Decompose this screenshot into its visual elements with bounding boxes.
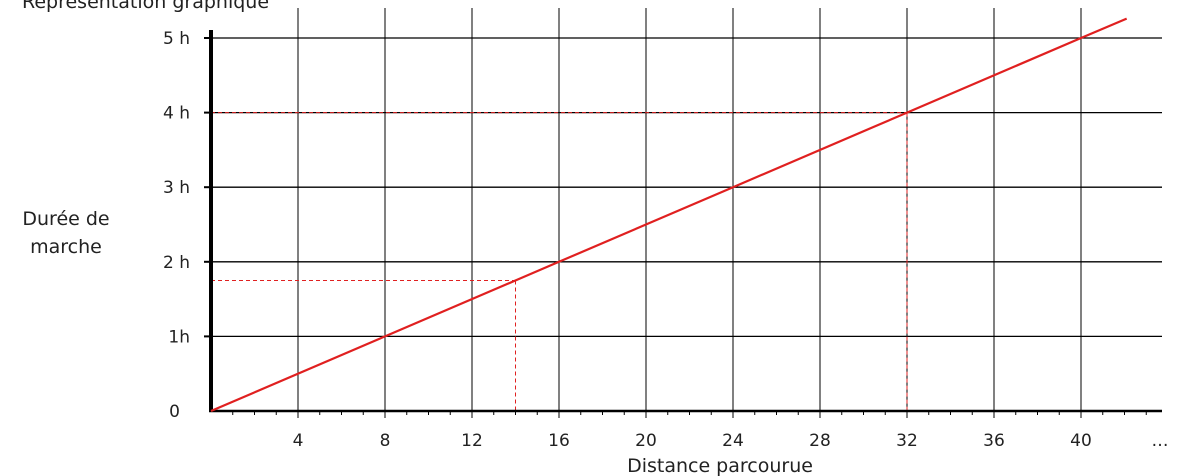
- y-axis-label-line-1: Durée de: [22, 208, 109, 230]
- x-tick-label: 32: [896, 431, 918, 451]
- y-tick-label: 1h: [168, 327, 190, 347]
- guide-lines: [211, 112, 908, 411]
- y-axis-label-line-2: marche: [30, 236, 102, 258]
- y-tick-label: 3 h: [163, 178, 190, 198]
- tick-labels: 0 1h 2 h 3 h 4 h 5 h 4 8 12 16 20 24 28 32 36 40: [163, 29, 1092, 451]
- x-tick-label: 20: [635, 431, 657, 451]
- x-tick-label: 40: [1070, 431, 1092, 451]
- x-tick-label: 16: [548, 431, 570, 451]
- grid: [211, 8, 1162, 418]
- y-tick-label: 2 h: [163, 253, 190, 273]
- series: [210, 17, 1128, 413]
- x-tick-label: 4: [293, 431, 304, 451]
- x-axis-ellipsis: …: [1152, 431, 1169, 451]
- y-tick-label: 5 h: [163, 29, 190, 49]
- x-tick-label: 28: [809, 431, 831, 451]
- y-tick-label: 4 h: [163, 104, 190, 124]
- axes: [204, 30, 1162, 415]
- x-tick-label: 36: [983, 431, 1005, 451]
- series-line-0: [210, 17, 1128, 413]
- x-tick-label: 24: [722, 431, 744, 451]
- chart-title-fragment: Représentation graphique: [22, 0, 269, 13]
- x-axis-label: Distance parcourue: [627, 455, 813, 476]
- y-tick-label: 0: [169, 402, 180, 422]
- x-tick-label: 8: [380, 431, 391, 451]
- x-tick-label: 12: [461, 431, 483, 451]
